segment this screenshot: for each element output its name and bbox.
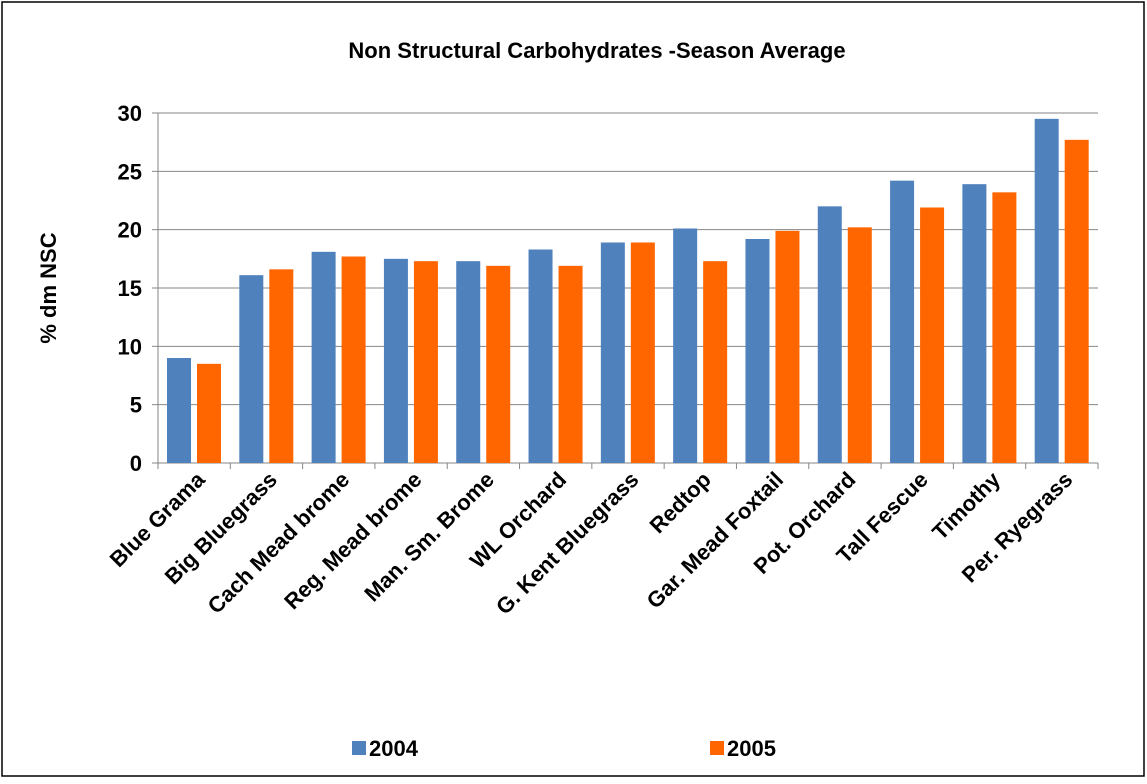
bar <box>1034 118 1059 463</box>
bar <box>239 275 264 463</box>
bar <box>920 207 945 463</box>
bar <box>775 230 800 463</box>
y-tick-label: 0 <box>130 451 142 476</box>
bar <box>341 256 366 463</box>
bar <box>1064 139 1089 464</box>
y-axis-label: % dm NSC <box>36 232 61 343</box>
legend-swatch <box>710 741 724 755</box>
bar <box>817 206 842 464</box>
bar <box>673 228 698 463</box>
bar <box>528 249 553 463</box>
bar <box>600 242 625 463</box>
y-tick-label: 5 <box>130 393 142 418</box>
bar <box>992 192 1017 464</box>
bar <box>558 265 583 463</box>
bar <box>383 258 408 463</box>
y-tick-label: 20 <box>118 218 142 243</box>
bar <box>197 363 221 463</box>
legend-label: 2004 <box>369 736 419 761</box>
bar <box>745 239 770 463</box>
bar <box>847 227 872 463</box>
bar <box>630 242 655 463</box>
y-tick-label: 25 <box>118 159 142 184</box>
bar <box>962 184 987 463</box>
bar <box>456 261 481 463</box>
bar <box>311 251 336 463</box>
bar <box>486 265 511 463</box>
bar <box>890 180 915 463</box>
chart-title: Non Structural Carbohydrates -Season Ave… <box>348 38 845 63</box>
legend-swatch <box>352 741 366 755</box>
y-tick-label: 15 <box>118 276 142 301</box>
bar <box>703 261 728 463</box>
y-tick-label: 30 <box>118 101 142 126</box>
legend-label: 2005 <box>727 736 776 761</box>
bar <box>269 269 294 463</box>
bar <box>167 358 191 463</box>
bar <box>413 261 438 463</box>
y-tick-label: 10 <box>118 334 142 359</box>
